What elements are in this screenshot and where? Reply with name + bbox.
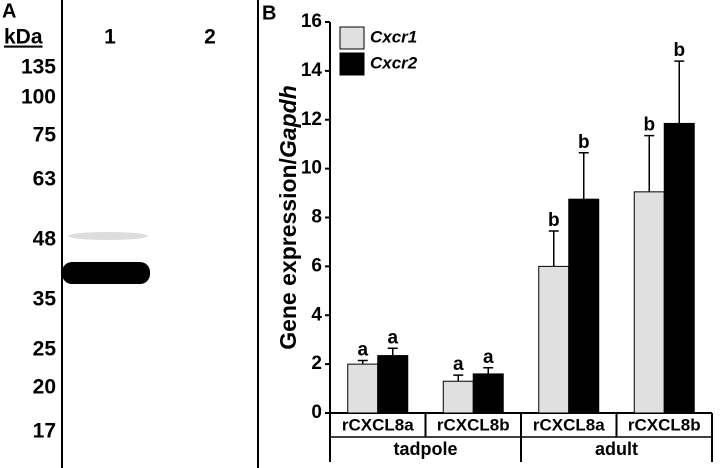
marker-label: 135 — [21, 56, 56, 79]
significance-letter: b — [643, 115, 655, 136]
marker-label: 25 — [33, 338, 57, 361]
bar — [663, 122, 695, 414]
marker-label: 20 — [33, 376, 56, 399]
marker-label: 35 — [33, 288, 57, 311]
bar — [538, 265, 570, 414]
panel-label: A — [2, 0, 16, 22]
legend-label: Cxcr2 — [370, 53, 418, 72]
error-bar — [483, 367, 494, 374]
y-tick-label: 8 — [311, 207, 322, 228]
y-tick-label: 10 — [301, 158, 322, 179]
error-bar — [548, 230, 559, 267]
marker-label: 75 — [33, 124, 57, 147]
x-tick-label: rCXCL8b — [437, 415, 510, 434]
significance-letter: b — [673, 40, 685, 61]
significance-letter: a — [453, 354, 464, 375]
marker-label: 63 — [33, 168, 56, 191]
y-tick-label: 16 — [301, 11, 322, 32]
lane-label: 1 — [104, 26, 116, 49]
bar — [347, 363, 379, 414]
significance-letter: b — [548, 210, 560, 231]
group-label: tadpole — [393, 439, 457, 459]
y-tick-label: 0 — [311, 402, 322, 423]
blot-band — [62, 262, 150, 284]
error-bar — [453, 374, 464, 382]
faint-band — [68, 232, 148, 240]
bar — [472, 373, 504, 414]
marker-label: 17 — [33, 420, 56, 443]
y-tick-label: 2 — [311, 353, 322, 374]
x-tick-label: rCXCL8b — [628, 415, 701, 434]
y-axis-title: Gene expression/Gapdh — [275, 85, 301, 350]
bar — [377, 355, 409, 414]
marker-label: 100 — [21, 86, 56, 109]
y-tick-label: 6 — [311, 255, 322, 276]
y-tick-label: 12 — [301, 109, 322, 130]
y-axis-title-part: Gapdh — [275, 85, 301, 158]
lane-label: 2 — [204, 26, 216, 49]
significance-letter: a — [387, 327, 398, 348]
unit-label: kDa — [4, 26, 43, 49]
significance-letter: a — [357, 339, 368, 360]
error-bar — [674, 60, 685, 124]
bar — [633, 191, 665, 414]
y-axis-title-part: Gene expression/ — [275, 157, 301, 349]
bar — [568, 198, 600, 414]
y-tick-label: 4 — [311, 304, 322, 325]
x-tick-label: rCXCL8a — [342, 415, 414, 434]
bar — [442, 380, 474, 414]
panel-label: B — [262, 2, 276, 24]
marker-label: 48 — [33, 228, 57, 251]
legend-label: Cxcr1 — [370, 27, 417, 46]
error-bar — [644, 134, 655, 192]
error-bar — [387, 347, 398, 356]
error-bar — [357, 359, 368, 365]
group-label: adult — [595, 439, 638, 459]
significance-letter: b — [578, 132, 590, 153]
significance-letter: a — [483, 347, 494, 368]
legend-swatch — [339, 26, 365, 50]
y-tick-label: 14 — [301, 60, 323, 81]
error-bar — [578, 151, 589, 200]
x-tick-label: rCXCL8a — [533, 415, 605, 434]
legend-swatch — [339, 52, 365, 76]
